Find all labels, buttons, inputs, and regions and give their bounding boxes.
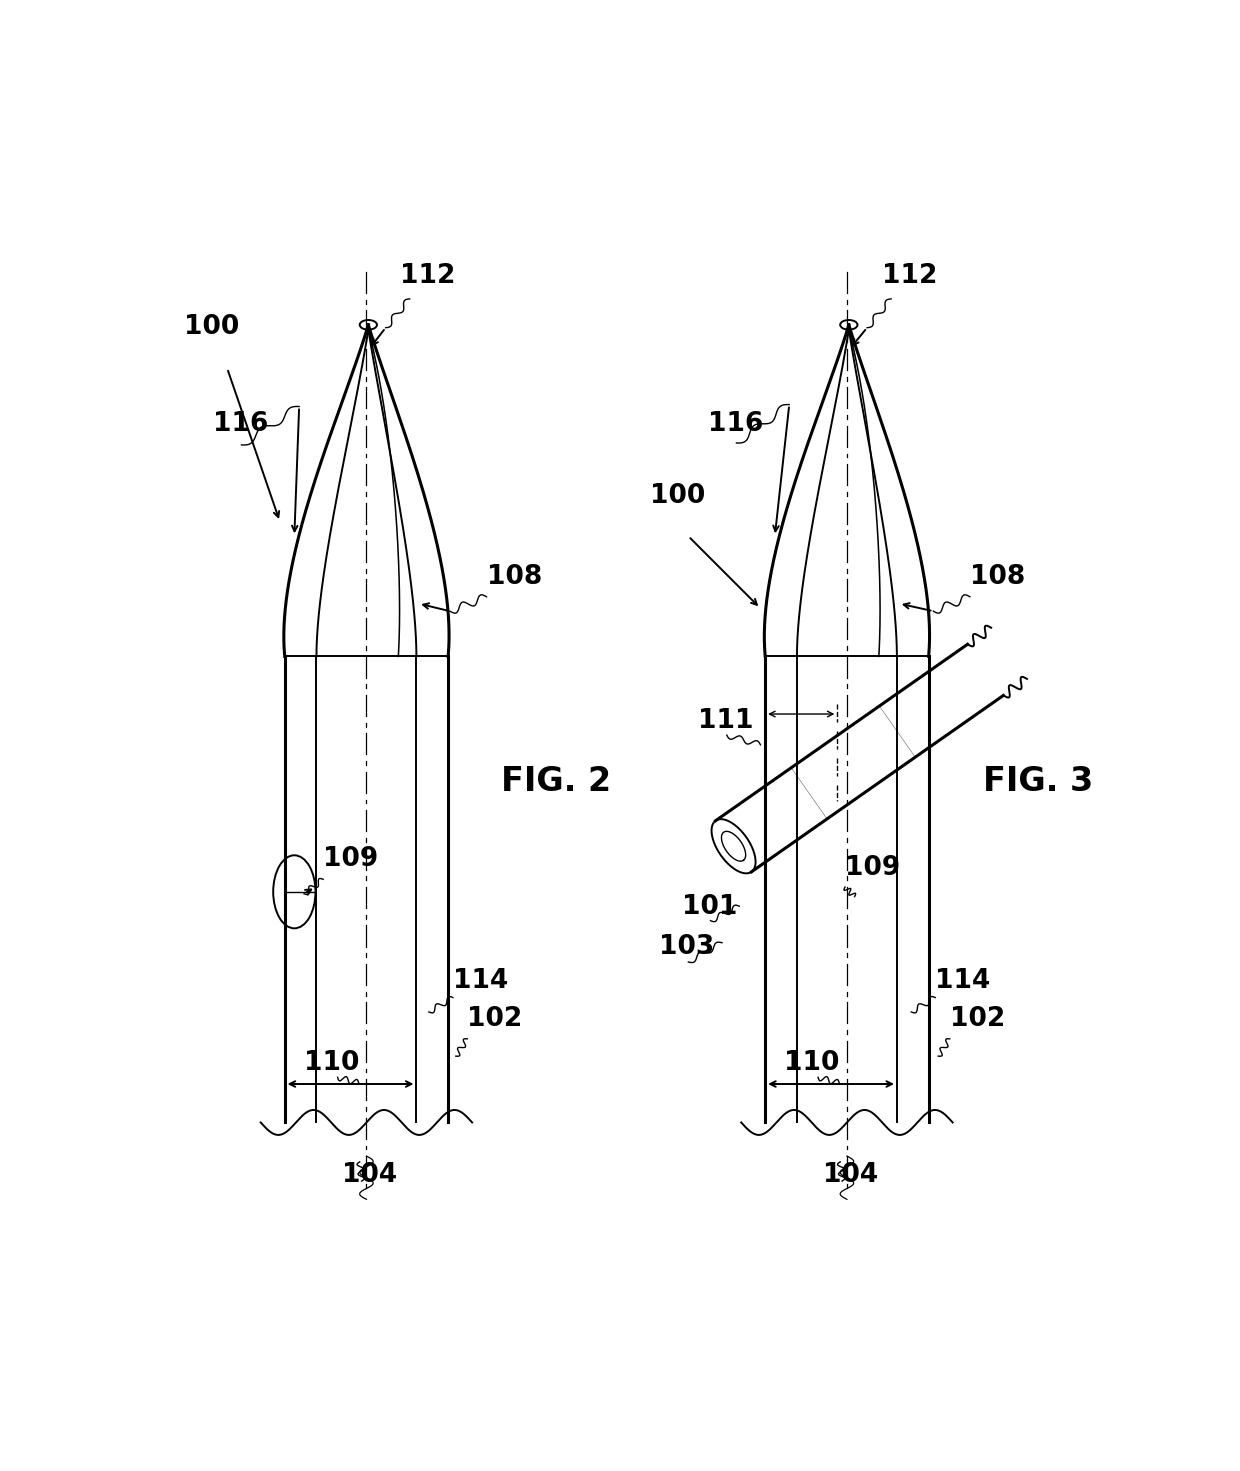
- Text: 110: 110: [304, 1050, 360, 1075]
- Text: 111: 111: [698, 709, 754, 734]
- Text: FIG. 2: FIG. 2: [501, 765, 611, 797]
- Text: 116: 116: [213, 410, 268, 437]
- Text: 110: 110: [785, 1050, 839, 1075]
- Text: 112: 112: [882, 263, 937, 290]
- Text: 102: 102: [467, 1006, 522, 1033]
- Text: 100: 100: [650, 482, 706, 509]
- Text: 109: 109: [844, 856, 900, 881]
- Text: 100: 100: [184, 315, 239, 340]
- Text: 109: 109: [324, 846, 378, 872]
- Text: 108: 108: [486, 565, 542, 590]
- Text: 103: 103: [658, 934, 714, 961]
- Text: 104: 104: [823, 1162, 878, 1189]
- Text: 102: 102: [950, 1006, 1004, 1033]
- Text: 112: 112: [401, 263, 455, 290]
- Text: 101: 101: [682, 894, 737, 919]
- Text: 114: 114: [453, 968, 508, 994]
- Text: 116: 116: [708, 410, 763, 437]
- Text: 104: 104: [342, 1162, 398, 1189]
- Text: 108: 108: [970, 565, 1025, 590]
- Text: FIG. 3: FIG. 3: [983, 765, 1094, 797]
- Text: 114: 114: [935, 968, 991, 994]
